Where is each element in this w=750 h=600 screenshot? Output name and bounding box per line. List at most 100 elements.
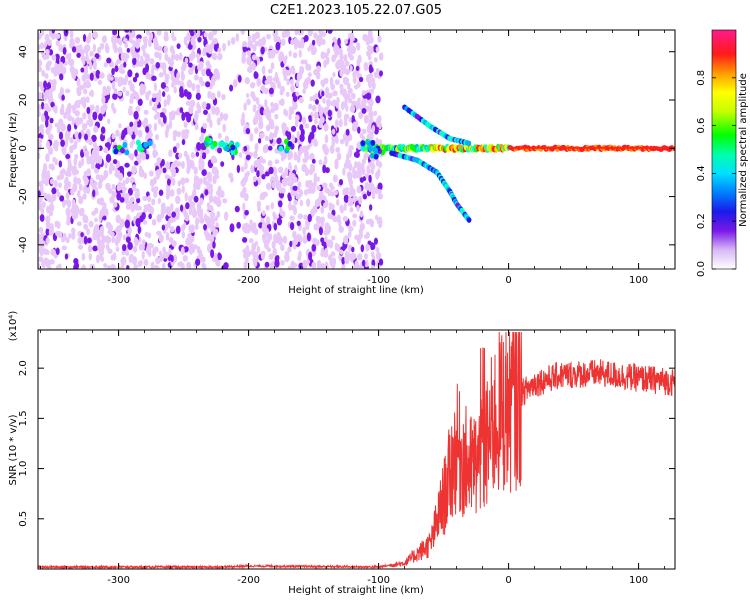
heatmap-cell xyxy=(88,253,92,261)
heatmap-cell xyxy=(377,161,383,168)
heatmap-cell xyxy=(101,205,107,214)
heatmap-core xyxy=(635,146,638,149)
heatmap-cell xyxy=(151,218,157,226)
heatmap-cell xyxy=(38,110,41,117)
heatmap-cell xyxy=(336,198,340,206)
heatmap-cell xyxy=(242,253,248,259)
heatmap-cell xyxy=(95,156,100,164)
heatmap-cell xyxy=(334,49,340,56)
heatmap-cell xyxy=(365,92,372,100)
heatmap-cell xyxy=(331,235,336,241)
heatmap-cell xyxy=(141,239,146,247)
heatmap-core xyxy=(637,146,640,149)
heatmap-cell xyxy=(304,167,310,177)
heatmap-cell xyxy=(195,92,201,101)
heatmap-cell xyxy=(332,72,336,78)
heatmap-cell xyxy=(294,236,299,246)
heatmap-cell xyxy=(98,155,103,165)
top-y-tick-label: -20 xyxy=(18,188,29,204)
heatmap-cell xyxy=(145,125,150,133)
heatmap-cell xyxy=(169,189,175,197)
heatmap-cell xyxy=(92,189,96,198)
heatmap-cell xyxy=(295,81,300,87)
heatmap-cell xyxy=(212,228,217,238)
heatmap-cell xyxy=(203,109,208,115)
heatmap-cell xyxy=(341,101,345,111)
heatmap-cell xyxy=(344,38,348,45)
heatmap-cell xyxy=(301,116,307,125)
heatmap-cell xyxy=(121,243,127,252)
heatmap-cell xyxy=(224,211,229,218)
heatmap-core xyxy=(539,146,542,149)
heatmap-cell xyxy=(141,152,146,161)
heatmap-cell xyxy=(171,171,177,178)
heatmap-cell xyxy=(312,205,318,214)
heatmap-cell xyxy=(52,78,57,88)
heatmap-cell xyxy=(305,63,310,71)
heatmap-cell xyxy=(278,51,285,61)
heatmap-cell xyxy=(263,239,269,247)
heatmap-cell xyxy=(344,60,350,67)
heatmap-core xyxy=(666,146,669,149)
heatmap-cell xyxy=(266,75,272,84)
heatmap-core xyxy=(520,146,523,149)
heatmap-core xyxy=(516,146,519,149)
heatmap-cell xyxy=(306,232,311,242)
heatmap-cell xyxy=(307,30,314,37)
heatmap-core xyxy=(662,146,665,149)
heatmap-cell xyxy=(209,119,213,129)
heatmap-cell xyxy=(169,45,175,54)
heatmap-cell xyxy=(171,240,177,247)
heatmap-cell xyxy=(351,246,355,253)
heatmap-cell xyxy=(274,113,279,120)
heatmap-core xyxy=(610,146,612,149)
heatmap-core xyxy=(557,146,560,149)
heatmap-cell xyxy=(342,216,349,222)
heatmap-cell xyxy=(348,226,354,232)
heatmap-cell xyxy=(132,89,136,97)
heatmap-cell xyxy=(131,138,136,145)
heatmap-cell xyxy=(338,178,344,186)
top-y-tick-label: -40 xyxy=(18,237,29,253)
heatmap-core xyxy=(643,146,646,149)
heatmap-cell xyxy=(230,37,236,45)
heatmap-cell xyxy=(234,205,240,213)
heatmap-cell xyxy=(69,30,74,39)
heatmap-core xyxy=(522,146,525,149)
heatmap-cell xyxy=(129,98,134,104)
heatmap-cell xyxy=(246,98,251,106)
heatmap-cell xyxy=(207,204,213,211)
heatmap-cell xyxy=(293,176,298,183)
heatmap-cell xyxy=(252,117,258,126)
heatmap-cell xyxy=(323,229,328,236)
heatmap-cell xyxy=(169,225,175,233)
heatmap-core xyxy=(627,146,630,149)
heatmap-cell xyxy=(262,144,268,154)
heatmap-cell xyxy=(76,177,81,185)
heatmap-cell xyxy=(91,264,96,269)
heatmap-cell xyxy=(168,149,173,158)
heatmap-cell xyxy=(375,251,382,260)
heatmap-cell xyxy=(250,82,256,87)
heatmap-cell xyxy=(360,163,365,172)
heatmap-cell xyxy=(280,85,285,94)
heatmap-cell xyxy=(39,214,45,222)
heatmap-cell xyxy=(149,243,154,249)
heatmap-cell xyxy=(373,57,378,63)
heatmap-cell xyxy=(195,84,201,90)
heatmap-cell xyxy=(352,76,357,84)
heatmap-cell xyxy=(186,261,192,269)
heatmap-cell xyxy=(345,128,350,136)
heatmap-cell xyxy=(43,248,49,256)
top-x-tick-label: -100 xyxy=(367,275,390,286)
heatmap-core xyxy=(600,146,603,149)
heatmap-cell xyxy=(321,241,327,247)
heatmap-cell xyxy=(336,214,341,222)
heatmap-cell xyxy=(254,142,259,152)
heatmap-cell xyxy=(54,62,58,71)
heatmap-cell xyxy=(141,250,145,260)
heatmap-cell xyxy=(153,246,159,254)
heatmap-core xyxy=(543,146,546,149)
heatmap-cell xyxy=(256,97,260,105)
heatmap-cell xyxy=(82,57,86,66)
